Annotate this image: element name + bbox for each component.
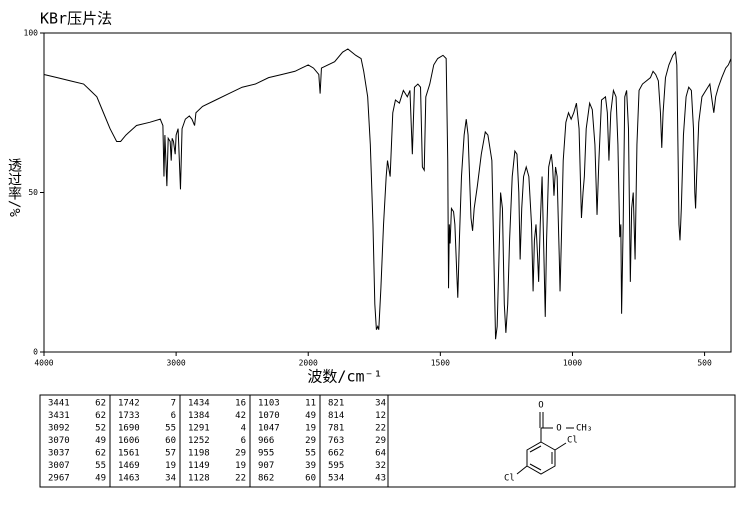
peak-wavenumber: 966 [258, 436, 274, 446]
peak-wavenumber: 1384 [188, 411, 210, 421]
peak-wavenumber: 1128 [188, 474, 210, 484]
peak-transmittance: 42 [235, 411, 246, 421]
structure-atom: CH₃ [576, 424, 592, 434]
peak-transmittance: 22 [375, 424, 386, 434]
peak-wavenumber: 1742 [118, 399, 140, 409]
peak-transmittance: 55 [165, 424, 176, 434]
peak-wavenumber: 955 [258, 449, 274, 459]
peak-transmittance: 16 [235, 399, 246, 409]
peak-wavenumber: 1252 [188, 436, 210, 446]
peak-wavenumber: 3070 [48, 436, 70, 446]
x-axis-label: 波数/cm⁻¹ [307, 368, 382, 386]
peak-transmittance: 19 [165, 461, 176, 471]
structure-atom: O [556, 424, 561, 434]
x-tick-label: 2000 [299, 359, 318, 368]
peak-transmittance: 29 [235, 449, 246, 459]
peak-transmittance: 52 [95, 424, 106, 434]
peak-transmittance: 34 [375, 399, 386, 409]
plot-frame [43, 32, 732, 353]
peak-transmittance: 39 [305, 461, 316, 471]
peak-wavenumber: 1149 [188, 461, 210, 471]
y-axis-label: 透过率/% [6, 158, 22, 217]
peak-wavenumber: 1463 [118, 474, 140, 484]
peak-wavenumber: 814 [328, 411, 344, 421]
peak-wavenumber: 821 [328, 399, 344, 409]
peak-transmittance: 6 [171, 411, 176, 421]
y-tick-label: 50 [28, 188, 38, 197]
peak-wavenumber: 1103 [258, 399, 280, 409]
peak-wavenumber: 1291 [188, 424, 210, 434]
structure-bonds [516, 412, 574, 475]
chart-title: KBr压片法 [40, 10, 112, 28]
peak-wavenumber: 1561 [118, 449, 140, 459]
peak-wavenumber: 3431 [48, 411, 70, 421]
peak-wavenumber: 3037 [48, 449, 70, 459]
peak-transmittance: 4 [241, 424, 246, 434]
peak-transmittance: 19 [235, 461, 246, 471]
peak-transmittance: 29 [375, 436, 386, 446]
peak-transmittance: 19 [305, 424, 316, 434]
structure-atom: Cl [567, 436, 578, 446]
peak-transmittance: 7 [171, 399, 176, 409]
peak-wavenumber: 1606 [118, 436, 140, 446]
peak-transmittance: 60 [165, 436, 176, 446]
peak-transmittance: 32 [375, 461, 386, 471]
peak-transmittance: 64 [375, 449, 386, 459]
peak-wavenumber: 1047 [258, 424, 280, 434]
peak-wavenumber: 1434 [188, 399, 210, 409]
peak-wavenumber: 1733 [118, 411, 140, 421]
peak-transmittance: 6 [241, 436, 246, 446]
peak-transmittance: 62 [95, 449, 106, 459]
peak-wavenumber: 907 [258, 461, 274, 471]
peak-transmittance: 60 [305, 474, 316, 484]
peak-wavenumber: 3007 [48, 461, 70, 471]
peak-transmittance: 34 [165, 474, 176, 484]
peak-transmittance: 29 [305, 436, 316, 446]
peak-wavenumber: 1690 [118, 424, 140, 434]
y-tick-label: 100 [24, 29, 39, 38]
table-dividers [109, 395, 389, 487]
spectrum-line [43, 48, 732, 340]
peak-transmittance: 55 [95, 461, 106, 471]
peak-transmittance: 55 [305, 449, 316, 459]
y-tick-label: 0 [33, 348, 38, 357]
peak-transmittance: 43 [375, 474, 386, 484]
peak-transmittance: 22 [235, 474, 246, 484]
x-tick-label: 4000 [34, 359, 53, 368]
peak-transmittance: 62 [95, 399, 106, 409]
x-tick-label: 500 [697, 359, 712, 368]
x-tick-label: 3000 [166, 359, 185, 368]
peak-transmittance: 49 [95, 474, 106, 484]
peak-wavenumber: 3441 [48, 399, 70, 409]
peak-wavenumber: 862 [258, 474, 274, 484]
x-tick-label: 1500 [431, 359, 450, 368]
peak-wavenumber: 662 [328, 449, 344, 459]
peak-wavenumber: 1070 [258, 411, 280, 421]
peak-wavenumber: 2967 [48, 474, 70, 484]
peak-transmittance: 49 [95, 436, 106, 446]
x-tick-label: 1000 [563, 359, 582, 368]
peak-wavenumber: 3092 [48, 424, 70, 434]
peak-wavenumber: 781 [328, 424, 344, 434]
peak-transmittance: 57 [165, 449, 176, 459]
peak-wavenumber: 763 [328, 436, 344, 446]
peak-wavenumber: 1198 [188, 449, 210, 459]
peak-wavenumber: 534 [328, 474, 344, 484]
structure-atom: Cl [504, 474, 515, 484]
peak-transmittance: 11 [305, 399, 316, 409]
peak-wavenumber: 1469 [118, 461, 140, 471]
peak-transmittance: 62 [95, 411, 106, 421]
peak-transmittance: 49 [305, 411, 316, 421]
structure-atom: O [538, 401, 543, 411]
peak-transmittance: 12 [375, 411, 386, 421]
peak-wavenumber: 595 [328, 461, 344, 471]
